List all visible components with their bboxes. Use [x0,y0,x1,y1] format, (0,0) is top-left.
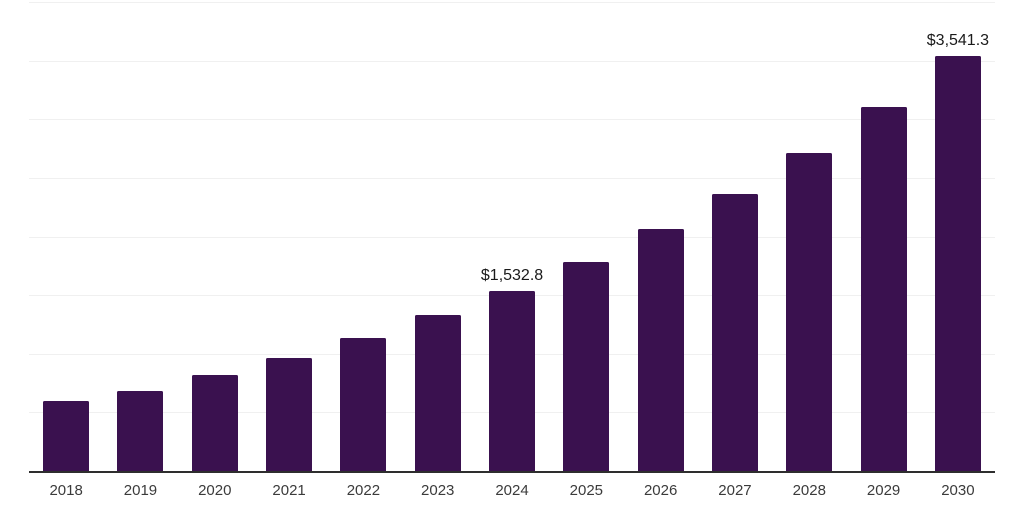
band-2020 [178,2,252,471]
x-tick-2019: 2019 [123,482,158,499]
x-tick-2023: 2023 [421,482,455,499]
bars-container: $1,532.8 $3,541.3 [29,2,995,471]
bar-2027 [711,193,758,471]
bar-2020 [191,375,238,471]
bar-2023 [414,315,461,471]
bar-2025 [563,262,610,471]
band-2019 [103,2,177,471]
x-tick-2029: 2029 [866,482,901,499]
band-2026 [624,2,698,471]
band-2021 [252,2,326,471]
band-2028 [772,2,846,471]
bar-2022 [340,338,387,471]
band-2018 [29,2,103,471]
x-tick-2028: 2028 [792,482,826,499]
bar-2028 [786,152,833,471]
band-2025 [549,2,623,471]
x-tick-2021: 2021 [272,482,306,499]
bar-2021 [266,357,313,471]
x-tick-2030: 2030 [941,482,975,499]
band-2027 [698,2,772,471]
band-2023 [401,2,475,471]
x-axis-tick-labels: 2018 2019 2020 2021 2022 2023 2024 2025 2026 2027… [29,482,995,500]
x-tick-2025: 2025 [569,482,604,499]
data-label-2024: $1,532.8 [480,267,544,285]
x-tick-2027: 2027 [718,482,752,499]
band-2024: $1,532.8 [475,2,549,471]
bar-2024 [489,291,536,471]
band-2022 [326,2,400,471]
x-tick-2022: 2022 [346,482,381,499]
bar-2019 [117,391,164,471]
data-label-2030: $3,541.3 [926,31,990,49]
bar-2026 [637,228,684,471]
bar-2018 [43,401,90,471]
x-tick-2020: 2020 [198,482,232,499]
x-tick-2026: 2026 [643,482,678,499]
band-2030: $3,541.3 [921,2,995,471]
x-tick-2024: 2024 [495,482,529,499]
gridline-2500 [29,177,995,179]
gridline-2000 [29,236,995,238]
x-tick-2018: 2018 [49,482,83,499]
bar-2029 [860,106,907,471]
gridline-3000 [29,119,995,121]
gridline-4000 [29,2,995,3]
plot-area: $1,532.8 $3,541.3 [29,2,995,473]
band-2029 [846,2,920,471]
bar-2030 [934,55,981,471]
gridline-3500 [29,60,995,62]
